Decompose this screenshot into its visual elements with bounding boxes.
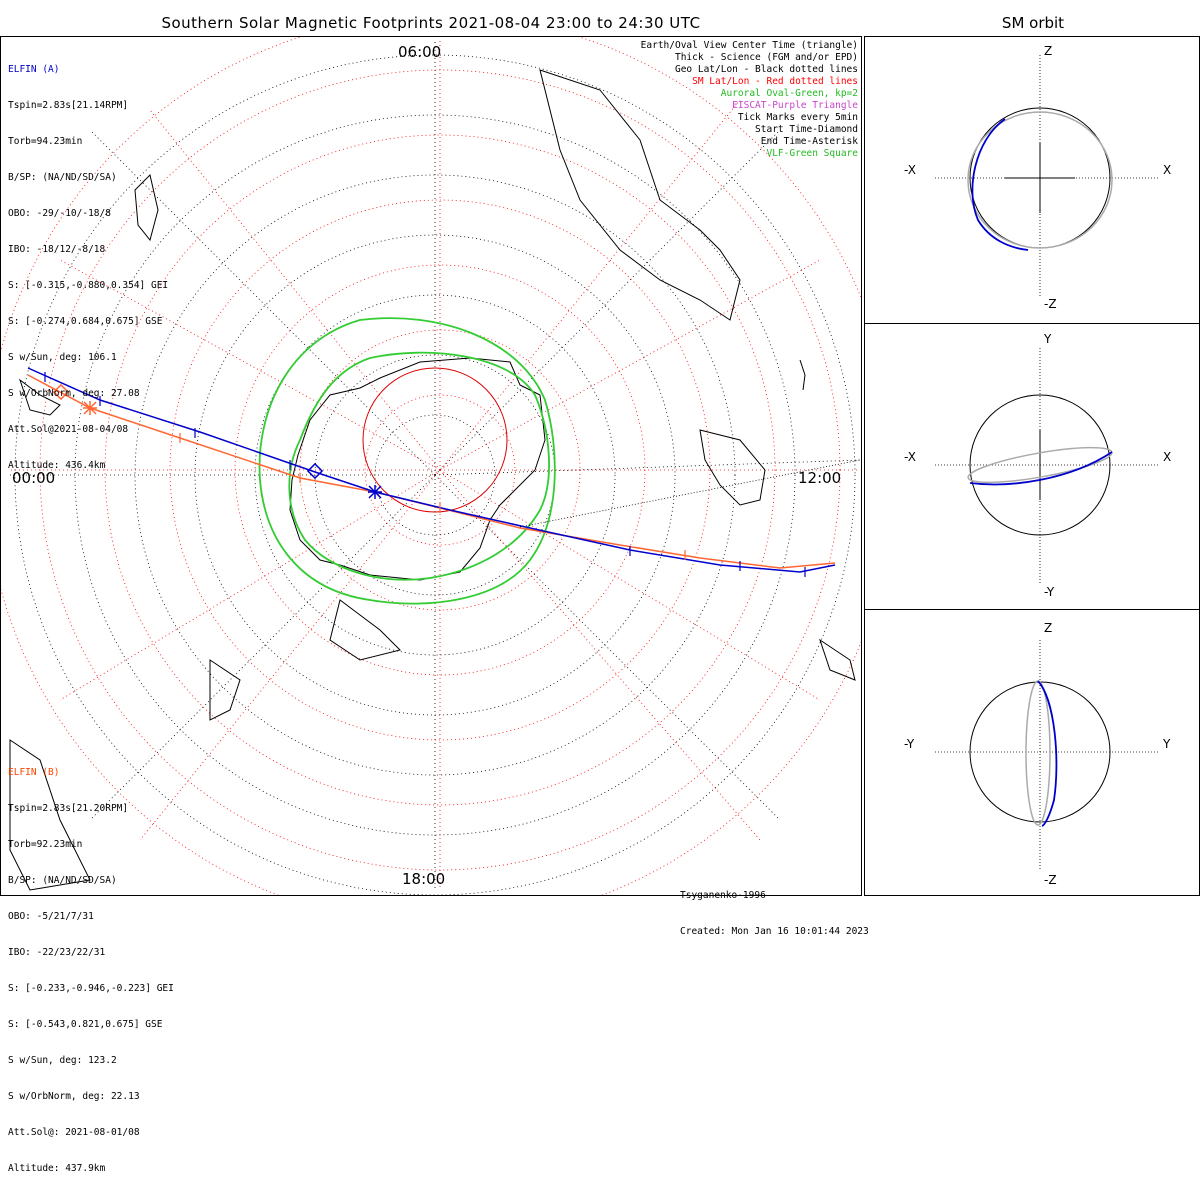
elfin-a-track: [27, 367, 836, 573]
elfin-b-line: S: [-0.233,-0.946,-0.223] GEI: [8, 983, 174, 994]
elfin-a-line: B/SP: (NA/ND/SD/SA): [8, 172, 117, 183]
legend-item: Tick Marks every 5min: [737, 112, 858, 123]
orbit-yz-left-label: -Y: [904, 737, 915, 751]
legend-item: EISCAT-Purple Triangle: [732, 100, 858, 111]
elfin-b-line: B/SP: (NA/ND/SD/SA): [8, 875, 117, 886]
model-credit: Tsyganenko-1996: [680, 890, 766, 901]
legend-item: Earth/Oval View Center Time (triangle): [640, 40, 858, 51]
elfin-a-start-diamond: [306, 462, 324, 480]
elfin-b-line: S: [-0.543,0.821,0.675] GSE: [8, 1019, 163, 1030]
elfin-b-end-asterisk: [83, 401, 97, 415]
elfin-b-line: S w/Sun, deg: 123.2: [8, 1055, 117, 1066]
orbit-xz-right-label: X: [1163, 163, 1172, 177]
elfin-a-line: S: [-0.274,0.684,0.675] GSE: [8, 316, 163, 327]
orbit-xy-left-label: -X: [904, 450, 916, 464]
elfin-b-line: IBO: -22/23/22/31: [8, 947, 106, 958]
elfin-b-ticks: [179, 433, 686, 560]
orbit-yz-bottom-label: -Z: [1044, 873, 1057, 887]
elfin-b-line: Tspin=2.83s[21.20RPM]: [8, 803, 129, 814]
legend-item: Thick - Science (FGM and/or EPD): [674, 52, 858, 63]
elfin-a-line: Tspin=2.83s[21.14RPM]: [8, 100, 129, 111]
legend-item: VLF-Green Square: [766, 148, 858, 159]
elfin-a-line: S w/Sun, deg: 106.1: [8, 352, 117, 363]
elfin-b-name: ELFIN (B): [8, 767, 60, 778]
elfin-b-start-diamond: [52, 383, 70, 401]
orbit-xy: [935, 348, 1160, 585]
orbit-xy-bottom-label: -Y: [1044, 585, 1055, 599]
map-grid: [1, 37, 861, 895]
orbit-xz-left-label: -X: [904, 163, 916, 177]
plot-graphics: [1, 37, 1160, 895]
orbit-xz-bottom-label: -Z: [1044, 297, 1057, 311]
elfin-a-line: Att.Sol@2021-08-04/08: [8, 424, 129, 435]
legend: Earth/Oval View Center Time (triangle) T…: [600, 40, 858, 160]
legend-item: End Time-Asterisk: [760, 136, 858, 147]
legend-item: SM Lat/Lon - Red dotted lines: [692, 76, 858, 87]
elfin-a-line: IBO: -18/12/-8/18: [8, 244, 106, 255]
elfin-b-line: Att.Sol@: 2021-08-01/08: [8, 1127, 140, 1138]
orbit-xz-top-label: Z: [1044, 44, 1053, 58]
orbit-yz-right-label: Y: [1163, 737, 1171, 751]
created-timestamp: Created: Mon Jan 16 10:01:44 2023: [680, 926, 869, 937]
footprint-map-panel: [0, 36, 862, 896]
elfin-a-line: Altitude: 436.4km: [8, 460, 106, 471]
time-label-left: 00:00: [12, 469, 56, 487]
elfin-a-line: S w/OrbNorm, deg: 27.08: [8, 388, 140, 399]
orbit-yz: [935, 640, 1160, 870]
plot-title: Southern Solar Magnetic Footprints 2021-…: [161, 14, 701, 32]
elfin-a-name: ELFIN (A): [8, 64, 60, 75]
orbit-yz-top-label: Z: [1044, 621, 1053, 635]
coastlines: [9, 69, 856, 891]
legend-item: Geo Lat/Lon - Black dotted lines: [674, 64, 858, 75]
view-center-line: [519, 459, 861, 528]
elfin-b-line: OBO: -5/21/7/31: [8, 911, 94, 922]
legend-item: Auroral Oval-Green, kp=2: [720, 88, 858, 99]
elfin-a-end-asterisk: [368, 485, 382, 499]
time-label-right: 12:00: [798, 469, 842, 487]
elfin-a-ticks: [44, 372, 806, 577]
orbit-xy-top-label: Y: [1044, 332, 1052, 346]
elfin-a-line: S: [-0.315,-0.880,0.354] GEI: [8, 280, 169, 291]
elfin-a-line: OBO: -29/-10/-18/8: [8, 208, 111, 219]
elfin-a-info: ELFIN (A) Tspin=2.83s[21.14RPM] Torb=94.…: [8, 40, 168, 484]
elfin-b-info: ELFIN (B) Tspin=2.83s[21.20RPM] Torb=92.…: [8, 743, 174, 1187]
orbit-xy-right-label: X: [1163, 450, 1172, 464]
elfin-a-line: Torb=94.23min: [8, 136, 83, 147]
time-label-top: 06:00: [398, 43, 442, 61]
legend-item: Start Time-Diamond: [755, 124, 858, 135]
credits: Tsyganenko-1996 Created: Mon Jan 16 10:0…: [680, 866, 869, 950]
orbit-title: SM orbit: [1001, 14, 1065, 32]
orbit-xz: [935, 55, 1160, 298]
auroral-oval: [258, 317, 556, 605]
time-label-bottom: 18:00: [402, 870, 446, 888]
elfin-b-line: S w/OrbNorm, deg: 22.13: [8, 1091, 140, 1102]
elfin-b-line: Altitude: 437.9km: [8, 1163, 106, 1174]
elfin-b-line: Torb=92.23min: [8, 839, 83, 850]
